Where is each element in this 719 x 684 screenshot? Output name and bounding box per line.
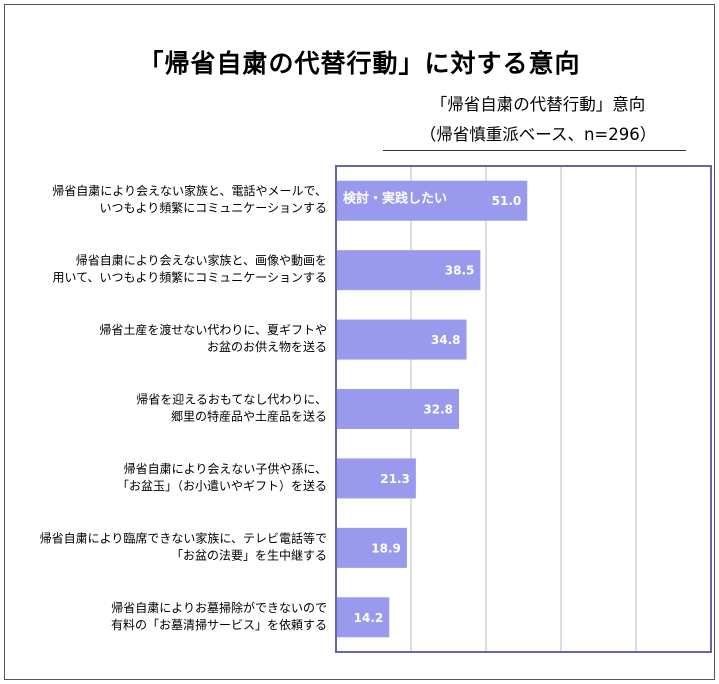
category-label: 帰省自粛により会えない家族と、電話やメールで、 [52,183,327,198]
chart-subtitle-line-2: （帰省慎重派ベース、n=296） [419,125,657,144]
bar [336,180,528,221]
data-label: 32.8 [423,403,453,417]
bar [336,250,481,291]
category-label: 帰省自粛によりお墓掃除ができないので [111,600,327,615]
category-label: 帰省自粛により臨席できない家族に、テレビ電話等で [40,530,327,545]
data-label: 14.2 [354,611,384,625]
bar [336,458,416,499]
data-label: 21.3 [380,472,410,486]
data-label: 38.5 [445,264,475,278]
chart-frame [4,4,715,680]
category-label: 「お盆の法要」を生中継する [171,547,327,562]
data-label: 18.9 [371,541,401,555]
chart-title: 「帰省自粛の代替行動」に対する意向 [138,49,581,78]
category-label: いつもより頻繁にコミュニケーションする [99,200,327,215]
category-label: 帰省自粛により会えない子供や孫に、 [124,462,327,476]
category-label: 有料の「お墓清掃サービス」を依頼する [111,617,327,632]
category-label: 帰省を迎えるおもてなし代わりに、 [136,393,327,407]
category-label: 「お盆玉」（お小遣いやギフト）を送る [117,478,327,493]
bar [336,389,459,429]
category-label: 用いて、いつもより頻繁にコミュニケーションする [52,270,327,285]
chart-subtitle-line-1: 「帰省自粛の代替行動」意向 [430,95,646,114]
data-label: 51.0 [492,194,522,208]
data-label: 34.8 [431,333,461,347]
bar [336,319,467,360]
legend-label: 検討・実践したい [343,191,447,207]
plot-area-border [335,165,712,653]
category-label: 帰省土産を渡せない代わりに、夏ギフトや [99,322,327,337]
category-label: 郷里の特産品や土産品を送る [171,409,327,424]
bar [336,527,407,568]
bar [336,597,390,638]
category-label: 帰省自粛により会えない家族と、画像や動画を [76,253,327,268]
category-label: お盆のお供え物を送る [207,339,327,354]
subtitle-underline [383,150,686,151]
